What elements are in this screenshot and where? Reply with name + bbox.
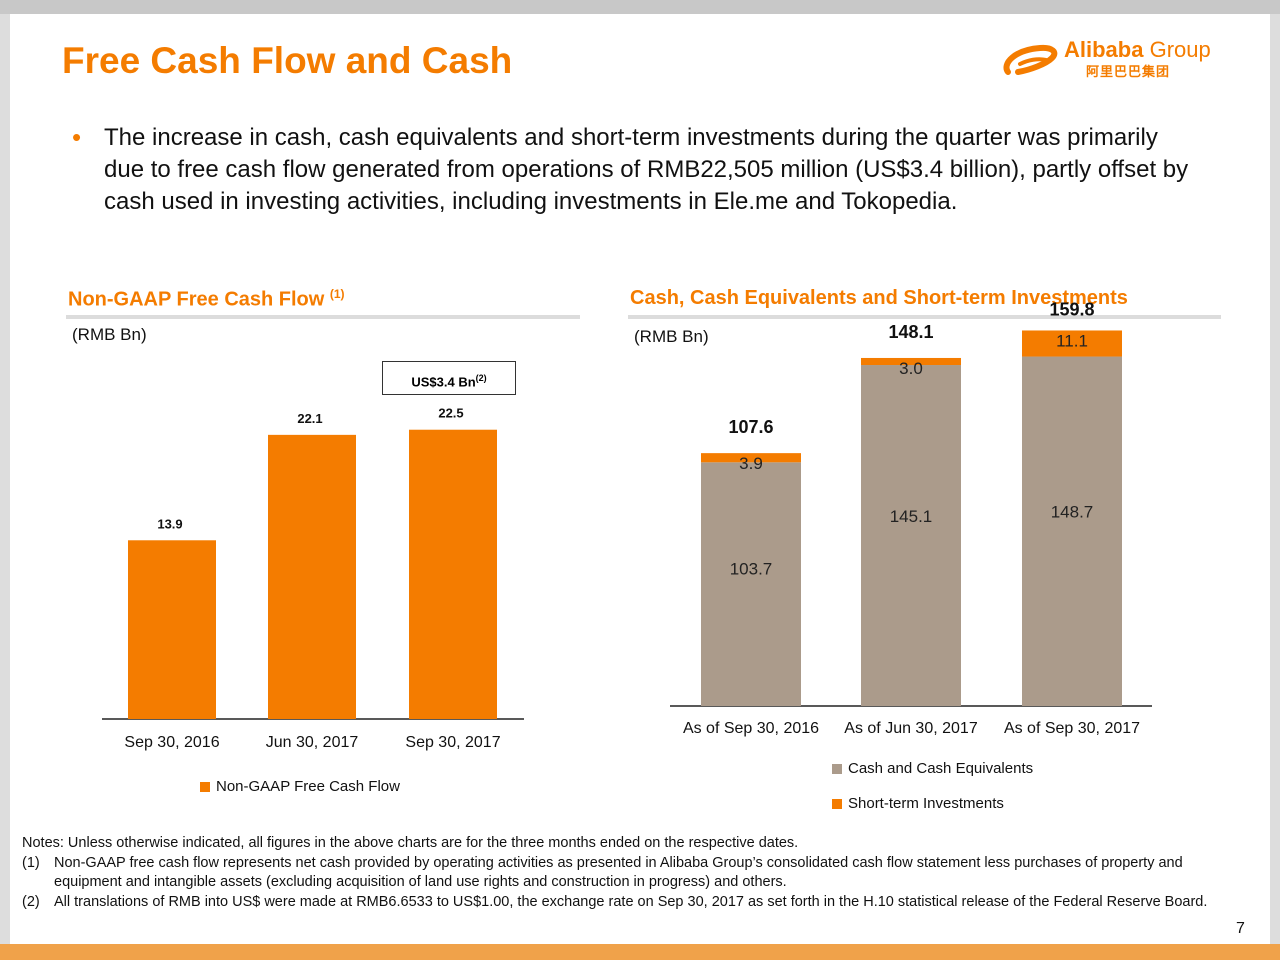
left-legend: Non-GAAP Free Cash Flow: [200, 778, 400, 795]
cash-segment-label: 103.7: [730, 559, 773, 578]
cash-bar-segment: [861, 365, 961, 706]
footnote-2-number: (2): [22, 893, 40, 913]
legend-swatch-cash: [832, 764, 842, 774]
right-legend-cash: Cash and Cash Equivalents: [832, 760, 1033, 777]
right-category-label: As of Jun 30, 2017: [844, 720, 978, 737]
footnotes: Notes: Unless otherwise indicated, all f…: [22, 834, 1242, 912]
footnote-2: (2) All translations of RMB into US$ wer…: [22, 893, 1242, 913]
legend-label-cash: Cash and Cash Equivalents: [848, 760, 1033, 777]
right-category-label: As of Sep 30, 2017: [1004, 720, 1140, 737]
stack-total-label: 159.8: [1049, 299, 1094, 319]
footnote-1-text: Non-GAAP free cash flow represents net c…: [54, 855, 1183, 891]
cash-segment-label: 148.7: [1051, 502, 1094, 521]
sti-segment-label: 3.0: [899, 359, 923, 378]
fcf-bar-label: 22.5: [438, 406, 463, 421]
stack-total-label: 148.1: [888, 322, 933, 342]
sti-segment-label: 3.9: [739, 454, 763, 473]
fcf-bar: [128, 540, 216, 719]
fcf-bar-label: 13.9: [157, 516, 182, 531]
free-cash-flow-chart: 13.9 Sep 30, 2016 22.1 Jun 30, 2017 22.5 Sep …: [0, 0, 640, 800]
cash-segment-label: 145.1: [890, 507, 933, 526]
right-legend-sti: Short-term Investments: [832, 795, 1004, 812]
fcf-bar-label: 22.1: [297, 411, 322, 426]
footnote-2-text: All translations of RMB into US$ were ma…: [54, 894, 1207, 910]
cash-investments-chart: 103.7 3.9 107.6 As of Sep 30, 2016 145.1 3.0 1…: [620, 0, 1240, 800]
footnote-1: (1) Non-GAAP free cash flow represents n…: [22, 854, 1242, 893]
right-category-label: As of Sep 30, 2016: [683, 720, 819, 737]
fcf-bar: [268, 435, 356, 719]
bottom-border-bar: [0, 944, 1280, 960]
stack-total-label: 107.6: [728, 417, 773, 437]
right-border-bar: [1270, 14, 1280, 944]
cash-bar-segment: [1022, 357, 1122, 706]
legend-swatch-fcf: [200, 782, 210, 792]
left-category-label: Jun 30, 2017: [266, 734, 359, 751]
notes-intro: Notes: Unless otherwise indicated, all f…: [22, 834, 1242, 854]
legend-label-sti: Short-term Investments: [848, 795, 1004, 812]
left-category-label: Sep 30, 2017: [405, 734, 500, 751]
legend-label-fcf: Non-GAAP Free Cash Flow: [216, 778, 400, 795]
sti-segment-label: 11.1: [1056, 331, 1088, 350]
left-category-label: Sep 30, 2016: [124, 734, 219, 751]
fcf-bar: [409, 430, 497, 719]
page-number: 7: [1236, 920, 1245, 938]
footnote-1-number: (1): [22, 854, 40, 874]
cash-bar-segment: [701, 462, 801, 706]
legend-swatch-sti: [832, 799, 842, 809]
